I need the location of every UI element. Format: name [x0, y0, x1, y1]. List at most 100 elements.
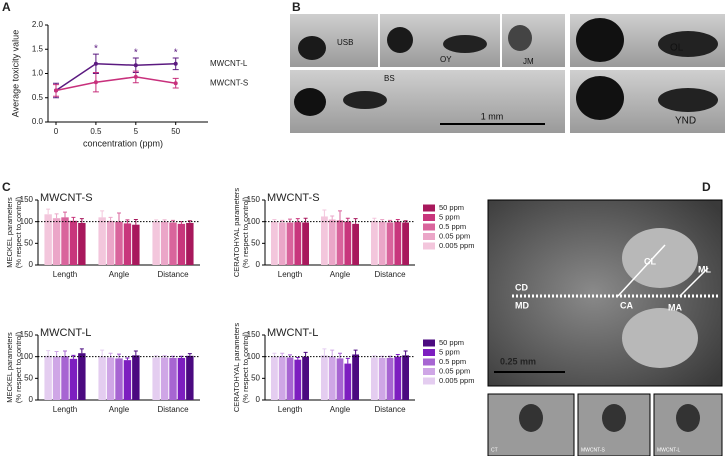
y-tick-label: 2.0 — [32, 20, 44, 29]
bar — [115, 358, 123, 400]
y-tick-label: 150 — [20, 330, 34, 339]
legend-swatch — [423, 349, 435, 356]
bar — [115, 221, 123, 265]
y-axis-label: MECKEL parameters — [5, 332, 14, 403]
eye — [387, 27, 413, 53]
y-tick-label: 150 — [20, 195, 34, 204]
yolk — [658, 88, 718, 112]
bar — [386, 222, 394, 265]
error-bar — [46, 350, 51, 356]
legend-swatch — [423, 214, 435, 221]
legend-label: 0.05 ppm — [439, 366, 470, 375]
y-tick-label: 0.5 — [32, 93, 44, 102]
error-bar — [330, 349, 335, 357]
eye — [576, 76, 624, 120]
y-tick-label: 0 — [256, 260, 261, 269]
x-tick-label: 50 — [171, 127, 180, 136]
y-tick-label: 50 — [251, 238, 260, 247]
bar — [278, 356, 286, 400]
error-bar — [353, 349, 358, 355]
bar — [344, 221, 352, 265]
bar — [371, 220, 378, 265]
chart-title: MWCNT-S — [40, 192, 93, 204]
bar — [378, 221, 386, 265]
bar — [344, 363, 352, 400]
error-bar — [272, 352, 277, 357]
eye — [622, 228, 698, 288]
bar — [61, 356, 69, 400]
y-tick-label: 0 — [29, 260, 34, 269]
bar — [106, 220, 115, 265]
chart-title: MWCNT-L — [267, 327, 318, 339]
annotation: CA — [620, 300, 633, 310]
significance: * — [174, 48, 178, 59]
x-axis-label: concentration (ppm) — [83, 138, 163, 148]
bar — [177, 223, 186, 265]
eye — [622, 308, 698, 368]
error-bar — [79, 218, 84, 223]
bar — [328, 356, 336, 400]
error-bar — [79, 348, 84, 354]
y-tick-label: 100 — [247, 217, 261, 226]
y-axis-label: CERATOHYAL parameters — [232, 323, 241, 413]
bar — [69, 220, 78, 265]
y-tick-label: 0 — [29, 395, 34, 404]
annotation: JM — [523, 57, 534, 66]
bar — [44, 355, 52, 400]
y-tick-label: 0 — [256, 395, 261, 404]
error-bar — [100, 349, 105, 357]
error-bar — [345, 357, 350, 364]
error-bar — [303, 217, 308, 223]
annotation: OL — [670, 43, 684, 54]
error-bar — [187, 220, 192, 223]
error-bar — [125, 219, 130, 224]
bar — [352, 223, 359, 265]
point — [173, 61, 178, 66]
error-bar — [403, 220, 408, 223]
bar — [352, 354, 359, 400]
error-bar — [388, 219, 392, 223]
legend-swatch — [423, 358, 435, 366]
photo — [290, 70, 565, 133]
point — [93, 61, 98, 66]
legend-label: 5 ppm — [439, 212, 460, 221]
bar — [152, 357, 160, 400]
eye — [508, 25, 532, 51]
bar — [44, 214, 52, 265]
bar — [106, 357, 115, 400]
bar — [394, 221, 402, 265]
bar — [328, 219, 336, 265]
x-tick-label: 0 — [54, 127, 59, 136]
annotation: USB — [337, 38, 353, 47]
x-tick-label: 0.5 — [90, 127, 102, 136]
annotation: BS — [384, 74, 395, 83]
measure-line — [617, 244, 666, 297]
legend-swatch — [423, 223, 435, 231]
line — [55, 76, 176, 92]
bar — [186, 355, 194, 400]
bar — [177, 357, 186, 400]
eye — [576, 18, 624, 62]
error-bar — [280, 352, 285, 357]
x-tick-label: 5 — [134, 127, 139, 136]
eye — [298, 36, 326, 60]
head — [602, 404, 626, 432]
error-bar — [345, 217, 350, 222]
legend-label: 50 ppm — [439, 338, 464, 347]
error-bar — [133, 219, 138, 225]
error-bar — [71, 354, 76, 359]
annotation: OY — [440, 55, 452, 64]
bar — [123, 223, 132, 265]
bar — [271, 221, 278, 265]
bar — [78, 353, 86, 400]
series-label: MWCNT-S — [210, 78, 248, 87]
bar — [371, 357, 378, 400]
y-tick-label: 150 — [247, 195, 261, 204]
panel-label: B — [292, 0, 301, 14]
y-tick-label: 1.0 — [32, 69, 44, 78]
error-bar — [46, 208, 51, 215]
legend-label: 0.005 ppm — [439, 376, 474, 385]
bar — [286, 357, 294, 400]
y-tick-label: 100 — [20, 217, 34, 226]
bar — [98, 356, 106, 400]
